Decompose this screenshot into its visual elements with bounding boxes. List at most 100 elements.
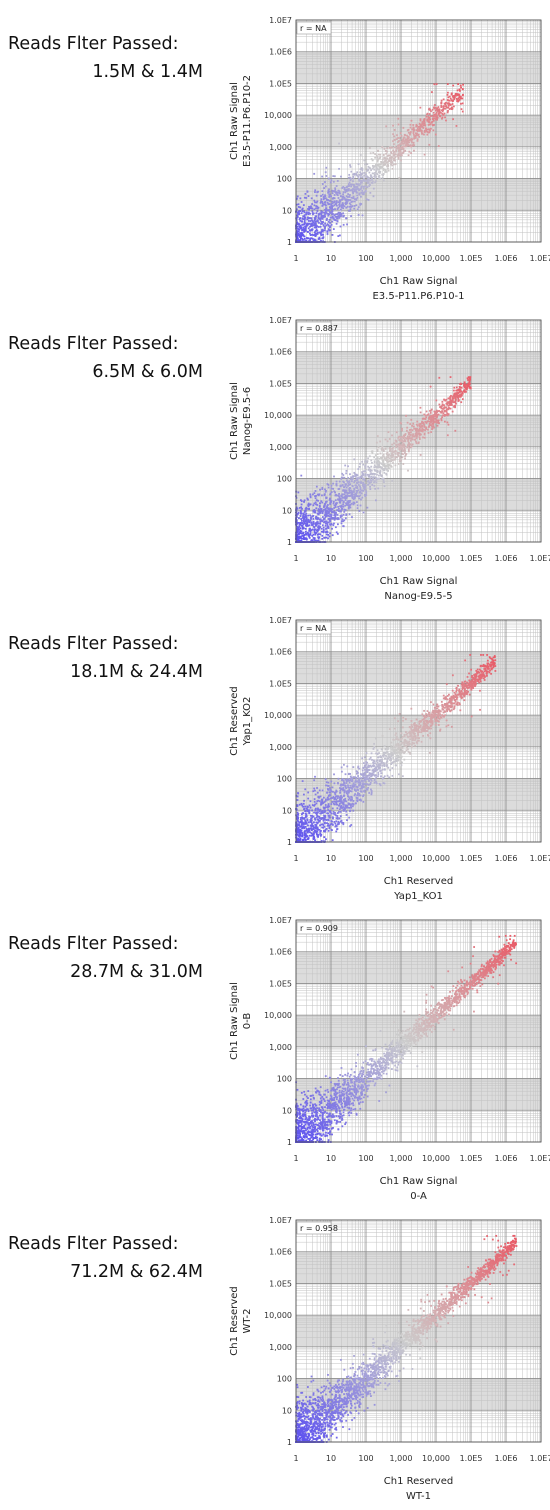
data-point <box>339 225 342 228</box>
data-point <box>357 481 360 483</box>
data-point <box>334 203 337 205</box>
data-point <box>386 440 389 443</box>
data-point <box>379 469 382 472</box>
data-point <box>454 397 457 400</box>
data-point <box>349 773 351 775</box>
data-point <box>410 138 413 141</box>
data-point <box>438 110 441 113</box>
data-point <box>450 401 453 404</box>
data-point <box>366 480 369 483</box>
data-point <box>348 513 351 516</box>
data-point <box>327 203 330 206</box>
data-point <box>382 455 385 458</box>
data-point <box>300 233 303 236</box>
data-point <box>363 778 366 781</box>
data-point <box>322 203 325 206</box>
data-point <box>339 510 342 513</box>
data-point <box>400 438 403 441</box>
data-point <box>468 683 471 685</box>
data-point <box>370 475 373 478</box>
data-point <box>434 414 437 417</box>
data-point <box>302 805 305 808</box>
data-point <box>449 404 451 406</box>
data-point <box>468 684 471 687</box>
data-point <box>428 118 431 120</box>
data-point <box>436 107 439 110</box>
data-point <box>347 784 349 787</box>
data-point <box>347 465 349 468</box>
data-point <box>325 500 328 503</box>
data-point <box>369 191 372 194</box>
data-point <box>326 531 329 534</box>
data-point <box>382 463 385 466</box>
y-axis-sample-label: E3.5-P11.P6.P10-2 <box>242 75 253 167</box>
grid-band <box>296 351 541 384</box>
data-point <box>427 734 430 737</box>
data-point <box>310 223 313 226</box>
data-point <box>381 455 384 458</box>
data-point <box>407 448 410 451</box>
data-point <box>302 534 305 537</box>
data-point <box>323 197 326 200</box>
data-point <box>326 233 329 235</box>
data-point <box>332 482 334 485</box>
data-point <box>342 787 345 789</box>
data-point <box>430 424 432 427</box>
data-point <box>363 488 366 491</box>
data-point <box>296 529 299 532</box>
data-point <box>317 499 319 502</box>
data-point <box>307 532 309 535</box>
data-point <box>433 413 436 416</box>
data-point <box>463 695 466 698</box>
data-point <box>399 436 402 439</box>
data-point <box>362 800 365 803</box>
data-point <box>321 204 324 207</box>
data-point <box>308 535 311 538</box>
x-axis-label: Ch1 Raw Signal <box>380 576 458 587</box>
data-point <box>328 203 331 205</box>
data-point <box>307 502 310 505</box>
data-point <box>436 414 439 416</box>
data-point <box>359 462 361 465</box>
data-point <box>316 219 319 222</box>
data-point <box>325 522 328 525</box>
data-point <box>314 775 316 778</box>
data-point <box>466 681 468 684</box>
data-point <box>413 728 416 730</box>
data-point <box>316 229 319 232</box>
data-point <box>400 445 403 448</box>
data-point <box>298 507 301 509</box>
data-point <box>300 503 303 506</box>
data-point <box>379 177 382 180</box>
data-point <box>299 527 302 530</box>
data-point <box>327 803 330 805</box>
data-point <box>305 237 308 239</box>
data-point <box>447 413 450 416</box>
data-point <box>432 419 435 422</box>
data-point <box>330 803 333 805</box>
data-point <box>426 119 429 122</box>
data-point <box>461 110 464 113</box>
data-point <box>468 381 471 384</box>
data-point <box>440 109 443 112</box>
data-point <box>357 781 360 784</box>
data-point <box>438 403 441 406</box>
data-point <box>360 191 363 194</box>
data-point <box>324 524 327 527</box>
data-point <box>398 152 400 154</box>
data-point <box>329 797 332 800</box>
data-point <box>386 456 388 458</box>
data-point <box>392 163 395 166</box>
data-point <box>443 112 446 115</box>
data-point <box>330 517 333 520</box>
data-point <box>346 502 349 505</box>
data-point <box>348 489 351 492</box>
data-point <box>448 400 451 403</box>
minor-gridlines <box>296 20 541 242</box>
data-point <box>335 201 338 204</box>
data-point <box>349 194 351 196</box>
data-point <box>356 196 359 199</box>
x-tick-label: 10,000 <box>422 254 450 263</box>
data-point <box>431 425 433 428</box>
data-point <box>324 171 327 174</box>
